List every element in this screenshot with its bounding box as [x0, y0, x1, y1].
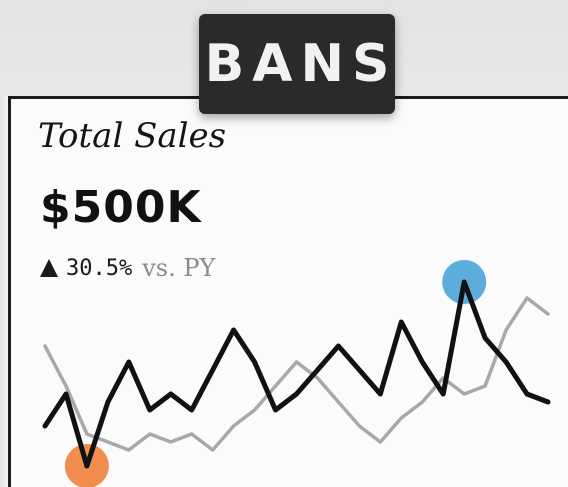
- delta-percent: 30.5%: [66, 255, 133, 281]
- metric-label: Total Sales: [38, 116, 227, 156]
- background-panel: [0, 96, 8, 487]
- up-triangle-icon: [40, 259, 58, 277]
- title-badge-label: BANS: [204, 34, 398, 94]
- title-badge: BANS: [199, 14, 395, 114]
- delta-reference: vs. PY: [142, 254, 216, 282]
- metric-value: $500K: [40, 182, 202, 233]
- delta-row: 30.5% vs. PY: [40, 254, 215, 282]
